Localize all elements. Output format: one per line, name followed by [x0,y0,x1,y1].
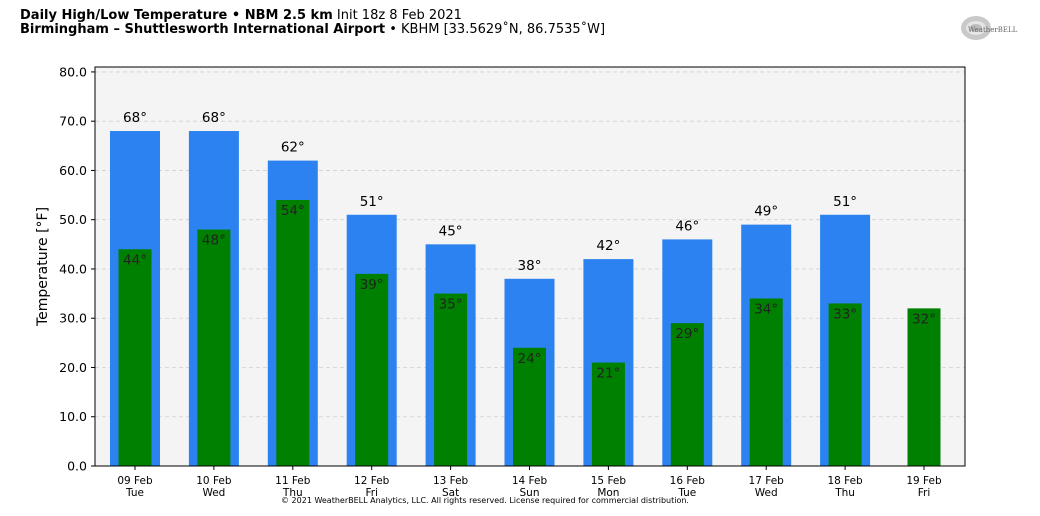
low-temp-label: 35° [439,297,463,313]
subtitle-coords: • KBHM [33.5629˚N, 86.7535˚W] [385,22,606,37]
x-tick-label-weekday: Wed [755,487,778,499]
x-tick-label-weekday: Sun [520,487,540,499]
high-temp-label: 45° [439,223,463,239]
x-tick-label-date: 15 Feb [591,475,627,487]
high-temp-label: 38° [518,258,542,274]
x-tick-label-weekday: Thu [282,487,303,499]
chart-subtitle: Birmingham – Shuttlesworth International… [20,23,605,37]
x-tick-label-date: 12 Feb [354,475,390,487]
x-tick-label-weekday: Tue [677,487,696,499]
low-temp-label: 34° [754,302,778,318]
low-temp-label: 54° [281,203,305,219]
low-temp-bar [907,308,941,466]
low-temp-label: 48° [202,233,226,249]
title-main: Daily High/Low Temperature • NBM 2.5 km [20,8,333,23]
low-temp-bar [670,323,704,466]
high-temp-label: 42° [596,238,620,254]
x-tick-label-date: 14 Feb [512,475,548,487]
x-tick-label-date: 10 Feb [196,475,232,487]
svg-text:WeatherBELL: WeatherBELL [968,26,1018,34]
x-tick-label-weekday: Fri [365,487,378,499]
x-tick-label-weekday: Fri [918,487,931,499]
x-tick-label-weekday: Tue [125,487,144,499]
low-temp-label: 21° [596,366,620,382]
x-tick-label-date: 17 Feb [749,475,785,487]
x-tick-label-weekday: Thu [834,487,855,499]
x-tick-label-weekday: Sat [442,487,459,499]
x-tick-label-weekday: Mon [597,487,619,499]
high-temp-label: 46° [675,218,699,234]
low-temp-label: 39° [360,277,384,293]
copyright-notice: © 2021 WeatherBELL Analytics, LLC. All r… [281,496,689,505]
chart-header: Daily High/Low Temperature • NBM 2.5 km … [20,9,605,37]
y-axis-label: Temperature [°F] [35,207,51,327]
high-temp-label: 62° [281,140,305,156]
low-temp-label: 24° [518,351,542,367]
high-temp-label: 51° [360,194,384,210]
x-tick-label-date: 16 Feb [670,475,706,487]
y-tick-label: 0.0 [67,459,87,474]
high-temp-label: 51° [833,194,857,210]
low-temp-label: 32° [912,311,936,327]
low-temp-bar [434,293,468,466]
x-tick-label-date: 11 Feb [275,475,311,487]
y-tick-label: 50.0 [59,212,87,227]
high-temp-label: 68° [202,110,226,126]
x-tick-label-date: 18 Feb [827,475,863,487]
x-tick-label-date: 13 Feb [433,475,469,487]
low-temp-bar [591,362,625,466]
high-temp-label: 68° [123,110,147,126]
low-temp-label: 44° [123,252,147,268]
high-temp-label: 49° [754,204,778,220]
low-temp-bar [513,347,546,466]
low-temp-bar [276,200,310,466]
y-tick-label: 80.0 [59,64,87,79]
subtitle-station: Birmingham – Shuttlesworth International… [20,22,386,37]
x-tick-label-date: 19 Feb [906,475,942,487]
low-temp-bar [118,249,152,466]
y-tick-label: 20.0 [59,360,87,375]
title-init: Init 18z 8 Feb 2021 [332,8,462,23]
y-tick-label: 70.0 [59,114,87,129]
low-temp-bar [355,273,389,466]
x-tick-label-weekday: Wed [202,487,225,499]
low-temp-bar [828,303,862,466]
chart-title: Daily High/Low Temperature • NBM 2.5 km … [20,9,605,23]
low-temp-label: 29° [675,326,699,342]
y-tick-label: 30.0 [59,311,87,326]
weatherbell-logo-icon: WeatherBELL [958,13,1018,45]
low-temp-bar [197,229,231,466]
x-tick-label-date: 09 Feb [117,475,153,487]
y-tick-label: 40.0 [59,261,87,276]
low-temp-bar [749,298,783,466]
y-tick-label: 10.0 [59,409,87,424]
plot-frame [94,66,966,467]
y-tick-label: 60.0 [59,163,87,178]
low-temp-label: 33° [833,306,857,322]
